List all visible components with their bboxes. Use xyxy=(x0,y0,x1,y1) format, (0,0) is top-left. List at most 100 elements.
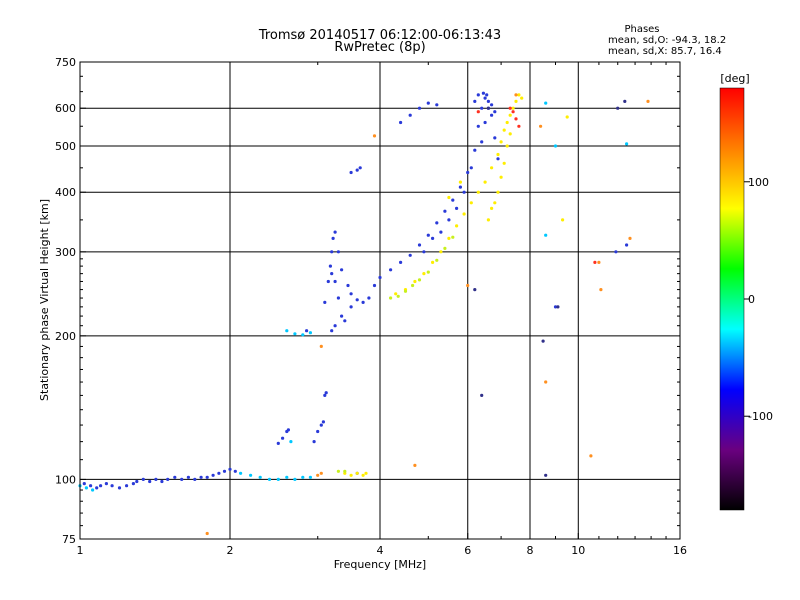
data-point xyxy=(321,420,325,424)
data-point xyxy=(336,250,340,254)
data-point xyxy=(499,175,503,179)
data-point xyxy=(447,195,451,200)
data-point xyxy=(333,279,337,284)
data-point xyxy=(336,296,340,300)
data-point xyxy=(117,486,122,490)
data-point xyxy=(455,206,459,210)
data-point xyxy=(490,113,494,117)
data-point xyxy=(469,166,473,170)
data-point xyxy=(508,132,512,136)
data-point xyxy=(389,268,393,272)
data-point xyxy=(364,471,368,475)
data-point xyxy=(89,484,93,488)
data-point xyxy=(422,250,426,254)
data-point xyxy=(476,93,480,97)
data-point xyxy=(514,117,518,121)
data-point xyxy=(330,250,334,254)
data-point xyxy=(84,486,88,490)
data-point xyxy=(361,473,365,477)
data-point xyxy=(520,96,524,100)
data-point xyxy=(135,479,139,484)
data-point xyxy=(355,298,359,302)
x-tick-label: 2 xyxy=(227,544,234,557)
data-point xyxy=(473,288,477,292)
data-points xyxy=(78,91,650,536)
data-point xyxy=(426,233,430,237)
data-point xyxy=(490,103,494,107)
data-point xyxy=(431,260,435,264)
data-point xyxy=(483,180,487,184)
data-point xyxy=(95,486,99,490)
data-point xyxy=(486,106,490,110)
data-point xyxy=(544,380,548,384)
data-point xyxy=(496,190,500,194)
data-point xyxy=(462,190,466,194)
data-point xyxy=(473,99,477,103)
data-point xyxy=(496,157,500,161)
y-tick-label: 500 xyxy=(55,140,76,153)
data-point xyxy=(323,393,327,397)
data-point xyxy=(408,253,412,257)
data-point xyxy=(276,441,280,445)
data-point xyxy=(389,296,393,300)
data-point xyxy=(451,198,455,202)
data-point xyxy=(466,170,470,175)
colorbar-tick-label: 0 xyxy=(748,293,755,306)
x-tick-label: 10 xyxy=(571,544,585,557)
data-point xyxy=(426,101,430,105)
data-point xyxy=(486,99,490,103)
data-point xyxy=(293,332,297,336)
data-point xyxy=(333,324,337,328)
data-point xyxy=(413,279,417,284)
data-point xyxy=(511,106,515,110)
data-point xyxy=(319,471,323,475)
data-point xyxy=(258,475,262,479)
data-point xyxy=(505,120,509,125)
data-point xyxy=(458,180,462,184)
data-point xyxy=(301,333,305,337)
data-point xyxy=(330,329,334,333)
data-point xyxy=(517,124,521,128)
data-point xyxy=(462,212,466,216)
data-point xyxy=(131,482,135,486)
data-point xyxy=(276,477,280,481)
data-point xyxy=(217,471,221,475)
data-point xyxy=(367,296,371,300)
data-point xyxy=(544,233,548,237)
data-point xyxy=(431,236,435,240)
data-point xyxy=(308,475,312,479)
data-point xyxy=(82,482,86,486)
data-point xyxy=(597,260,601,264)
chart-title: Tromsø 20140517 06:12:00-06:13:43 xyxy=(258,28,501,43)
data-point xyxy=(125,484,129,488)
data-point xyxy=(541,339,545,343)
data-point xyxy=(205,475,209,479)
data-point xyxy=(267,477,272,481)
data-point xyxy=(481,91,485,95)
data-point xyxy=(340,314,344,318)
data-point xyxy=(493,201,497,205)
data-point xyxy=(490,166,494,170)
data-point xyxy=(336,469,340,473)
data-point xyxy=(553,144,558,148)
data-point xyxy=(316,429,320,434)
data-point xyxy=(326,279,330,284)
data-point xyxy=(281,436,285,440)
data-point xyxy=(435,258,439,262)
data-point xyxy=(372,283,377,288)
data-point xyxy=(399,260,403,264)
data-point xyxy=(91,488,95,492)
data-point xyxy=(286,428,290,432)
data-point xyxy=(417,278,422,282)
data-point xyxy=(160,479,164,484)
data-point xyxy=(333,230,337,234)
data-point xyxy=(625,142,629,146)
data-point xyxy=(485,93,489,97)
data-point xyxy=(628,236,632,240)
data-point xyxy=(614,250,618,254)
x-tick-label: 6 xyxy=(464,544,471,557)
data-point xyxy=(239,471,243,475)
data-point xyxy=(346,283,350,288)
data-point xyxy=(455,224,459,228)
data-point xyxy=(205,531,209,536)
